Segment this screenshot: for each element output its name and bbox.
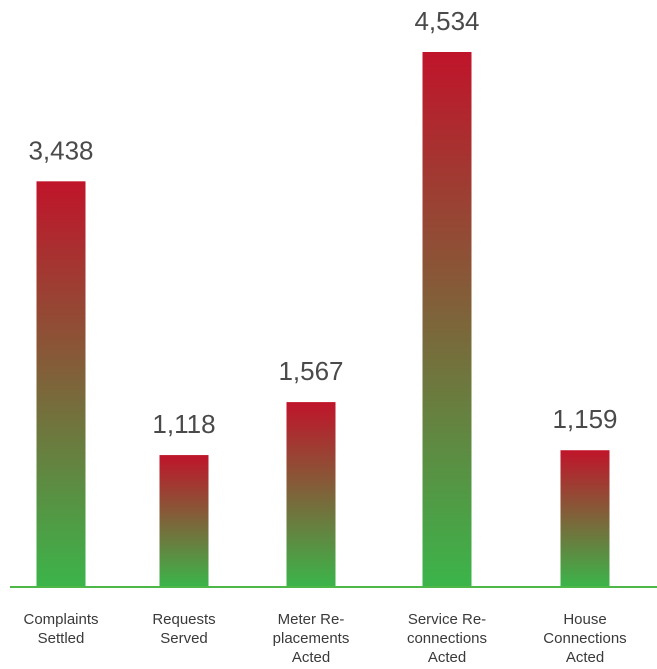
category-label-0-line-0: Complaints (23, 611, 98, 628)
category-label-1-line-0: Requests (152, 611, 215, 628)
category-label-4-line-1: Connections (543, 630, 626, 647)
bars-layer (36, 52, 610, 587)
category-label-3-line-0: Service Re- (408, 611, 486, 628)
category-label-4-line-2: Acted (566, 649, 604, 666)
value-labels-layer: 3,438 1,118 1,567 4,534 1,159 (28, 6, 617, 439)
category-label-0-line-1: Settled (38, 630, 85, 647)
category-label-3-line-1: connections (407, 630, 487, 647)
category-label-4: House Connections Acted (543, 611, 626, 666)
bar-0 (36, 181, 86, 587)
category-labels-layer: Complaints Settled Requests Served Meter Re-… (23, 611, 626, 666)
category-label-4-line-0: House (563, 611, 606, 628)
category-label-2: Meter Re-placements Acted (273, 611, 350, 666)
category-label-1-line-1: Served (160, 630, 208, 647)
bar-4 (560, 450, 610, 587)
bar-2 (286, 402, 336, 587)
category-label-2-line-2: Acted (292, 649, 330, 666)
bar-value-label-1: 1,118 (152, 409, 215, 439)
bar-value-label-0: 3,438 (28, 135, 93, 165)
bar-3 (422, 52, 472, 587)
category-label-0: Complaints Settled (23, 611, 98, 647)
category-label-3: Service Re-connections Acted (407, 611, 487, 666)
bar-value-label-3: 4,534 (414, 6, 479, 36)
bar-value-label-2: 1,567 (278, 356, 343, 386)
bar-value-label-4: 1,159 (552, 404, 617, 434)
category-label-1: Requests Served (152, 611, 215, 647)
category-label-2-line-0: Meter Re- (278, 611, 345, 628)
bar-1 (159, 455, 209, 587)
category-label-2-line-1: placements (273, 630, 350, 647)
category-label-3-line-2: Acted (428, 649, 466, 666)
